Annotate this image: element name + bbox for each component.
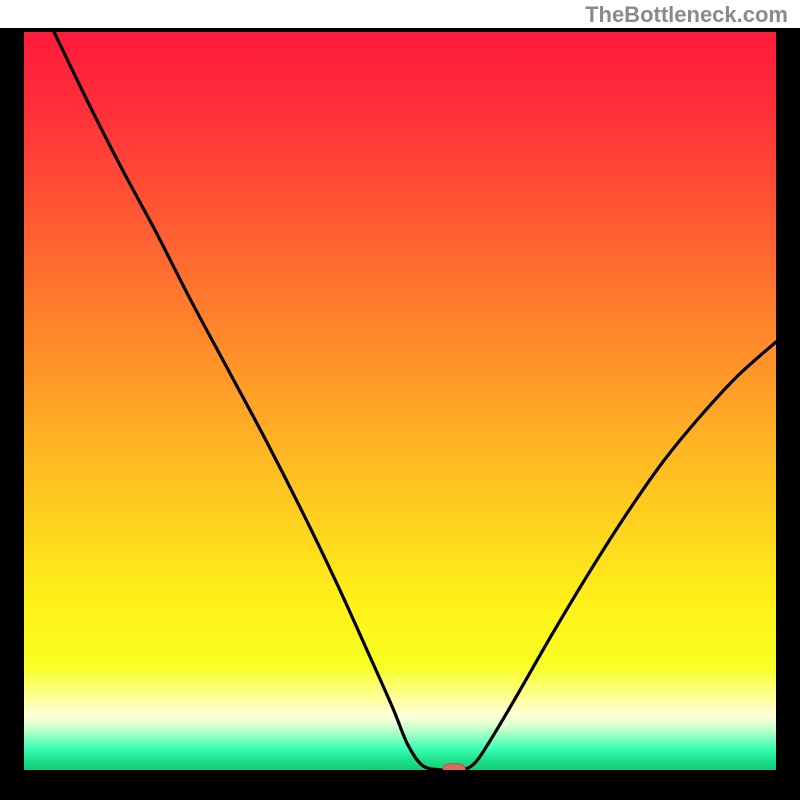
valley-marker [443,764,466,770]
watermark-text: TheBottleneck.com [585,2,788,28]
plot-gradient-area [24,32,776,770]
plot-svg [24,32,776,770]
bottleneck-curve [54,32,776,770]
